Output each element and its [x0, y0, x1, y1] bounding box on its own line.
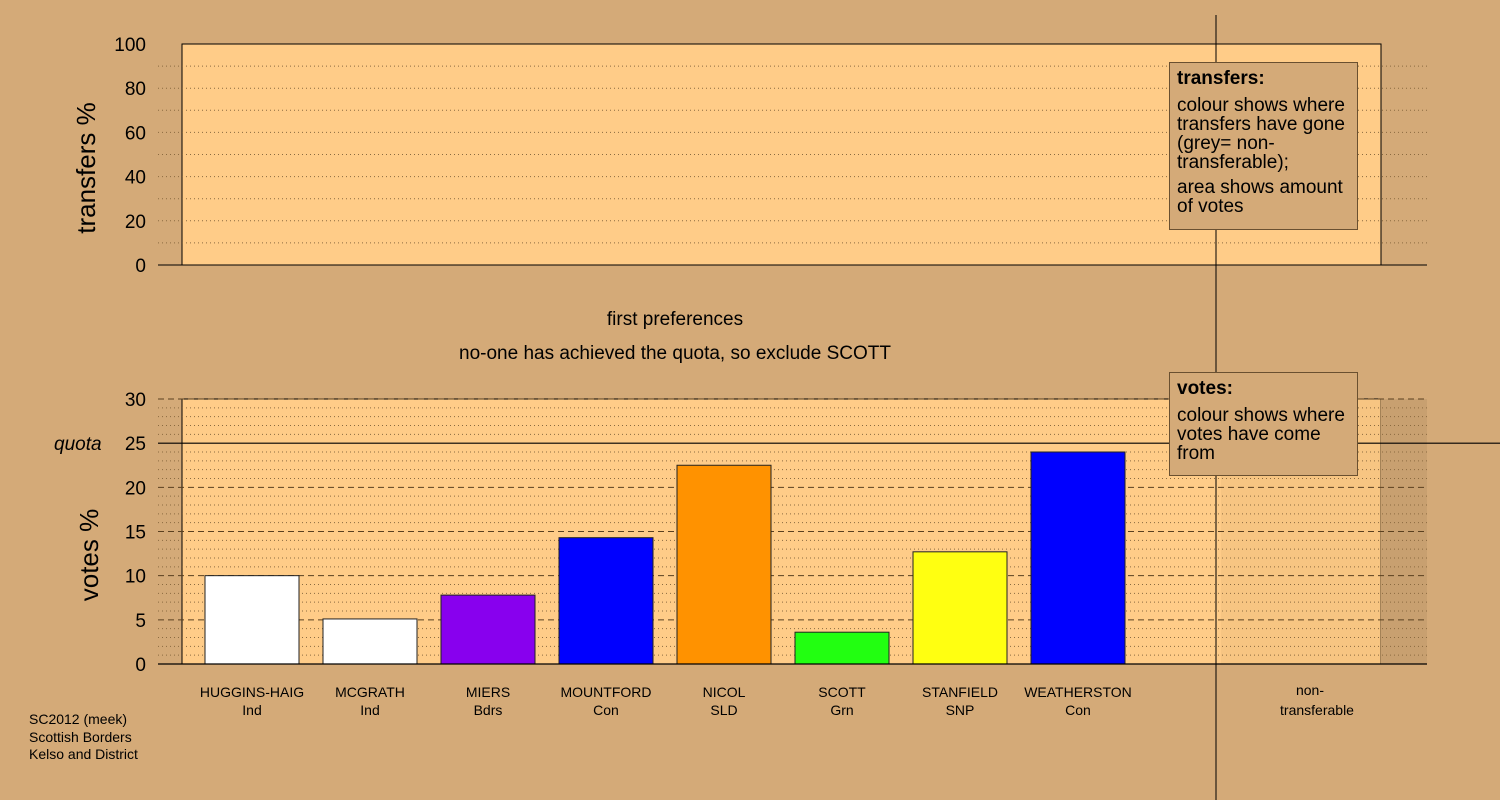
bar-nicol — [676, 464, 772, 665]
candidate-name-label: MOUNTFORD — [561, 684, 652, 700]
candidate-party-label: SLD — [710, 702, 737, 718]
transfers-axis-label: transfers % — [71, 102, 101, 234]
candidate-name-label: STANFIELD — [922, 684, 998, 700]
candidate-party-label: SNP — [946, 702, 975, 718]
candidate-party-label: Grn — [830, 702, 853, 718]
votes-tick-label: 25 — [125, 434, 146, 455]
bar-stanfield — [912, 551, 1008, 665]
votes-tick-label: 30 — [125, 390, 146, 411]
votes-tick-label: 20 — [125, 478, 146, 499]
footer-line-3: Kelso and District — [29, 746, 138, 762]
legend-transfers: transfers: colour shows where transfers … — [1169, 62, 1358, 230]
candidate-name-label: MIERS — [466, 684, 510, 700]
candidate-party-label: Con — [1065, 702, 1091, 718]
status-line-1: first preferences — [607, 309, 743, 330]
candidate-name-label: NICOL — [703, 684, 746, 700]
footer-line-1: SC2012 (meek) — [29, 711, 127, 727]
votes-axis-label: votes % — [74, 509, 104, 602]
bar-mcgrath — [322, 618, 418, 665]
transfers-tick-label: 80 — [125, 79, 146, 100]
transfers-tick-label: 40 — [125, 168, 146, 189]
transfers-tick-label: 0 — [135, 256, 146, 277]
legend-transfers-colour-text: colour shows where transfers have gone (… — [1177, 95, 1345, 173]
votes-tick-label: 15 — [125, 523, 146, 544]
transfers-tick-label: 20 — [125, 212, 146, 233]
legend-votes: votes: colour shows where votes have com… — [1169, 372, 1358, 476]
candidate-party-label: Con — [593, 702, 619, 718]
candidate-name-label: SCOTT — [818, 684, 866, 700]
footer-line-2: Scottish Borders — [29, 729, 132, 745]
legend-transfers-area-text: area shows amount of votes — [1177, 177, 1343, 217]
quota-label: quota — [54, 434, 102, 455]
votes-tick-label: 5 — [135, 611, 146, 632]
non-transferable-label-1: non- — [1296, 682, 1324, 698]
non-transferable-label-2: transferable — [1280, 702, 1354, 718]
bar-scott — [794, 631, 890, 665]
bar-weatherston — [1030, 451, 1126, 665]
candidate-party-label: Ind — [242, 702, 261, 718]
status-line-2: no-one has achieved the quota, so exclud… — [459, 343, 891, 364]
candidate-name-label: WEATHERSTON — [1024, 684, 1132, 700]
candidate-party-label: Ind — [360, 702, 379, 718]
votes-tick-label: 0 — [135, 655, 146, 676]
legend-votes-colour-text: colour shows where votes have come from — [1177, 405, 1345, 464]
transfers-tick-label: 60 — [125, 123, 146, 144]
bar-miers — [440, 594, 536, 665]
candidate-name-label: MCGRATH — [335, 684, 405, 700]
transfers-tick-label: 100 — [114, 35, 146, 56]
bar-huggins-haig — [204, 575, 300, 665]
candidate-party-label: Bdrs — [474, 702, 503, 718]
votes-tick-label: 10 — [125, 567, 146, 588]
bar-mountford — [558, 537, 654, 665]
legend-transfers-title: transfers: — [1177, 68, 1265, 89]
candidate-name-label: HUGGINS-HAIG — [200, 684, 304, 700]
legend-votes-title: votes: — [1177, 378, 1233, 399]
